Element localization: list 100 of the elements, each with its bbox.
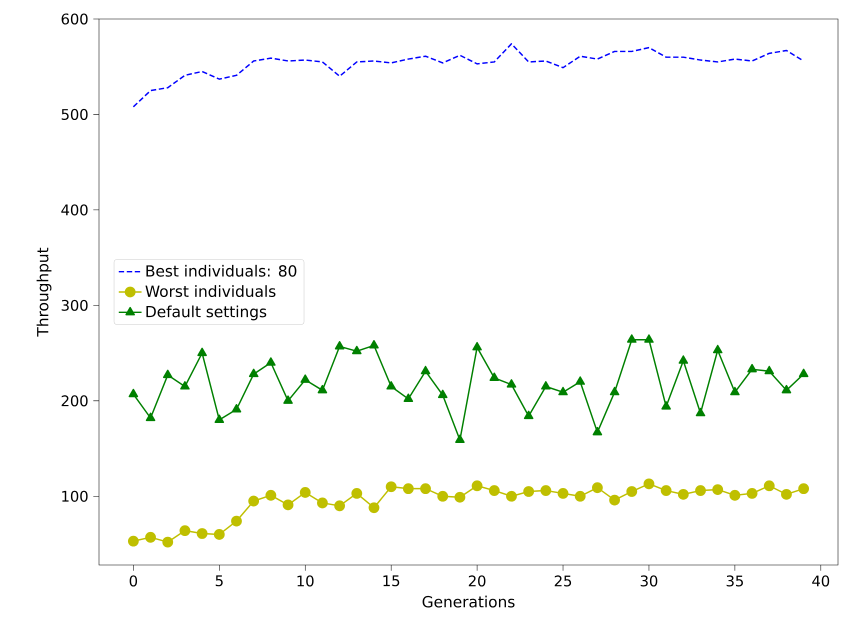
- point: [420, 366, 430, 374]
- point: [352, 346, 362, 354]
- point: [488, 485, 500, 496]
- y-tick-label: 500: [62, 108, 88, 120]
- point: [232, 404, 242, 412]
- point: [626, 334, 637, 343]
- legend-label: Worst individuals: [145, 285, 276, 298]
- point: [128, 388, 138, 398]
- point: [678, 355, 688, 364]
- point: [180, 525, 190, 536]
- point: [402, 483, 414, 494]
- y-tick-label: 600: [62, 13, 88, 25]
- x-tick-label: 15: [383, 575, 400, 586]
- point: [145, 532, 156, 543]
- x-tick-label: 25: [554, 575, 572, 586]
- point: [730, 386, 740, 396]
- point: [386, 381, 396, 390]
- y-tick-label: 300: [62, 300, 88, 311]
- point: [696, 408, 706, 416]
- point: [575, 376, 585, 385]
- legend-label: Default settings: [146, 305, 266, 320]
- point: [404, 394, 414, 402]
- point: [300, 374, 310, 383]
- point: [317, 498, 328, 508]
- point: [626, 486, 638, 497]
- point: [712, 344, 722, 354]
- point: [644, 334, 654, 343]
- point: [506, 490, 517, 502]
- point: [558, 386, 568, 396]
- x-axis-title: Generations: [422, 596, 515, 608]
- point: [660, 485, 672, 496]
- point: [782, 384, 792, 394]
- point: [437, 490, 448, 502]
- point: [146, 412, 156, 422]
- point: [695, 485, 706, 496]
- point: [592, 482, 603, 494]
- point: [524, 410, 534, 420]
- point: [610, 386, 620, 396]
- point: [438, 390, 448, 398]
- point: [472, 342, 482, 350]
- point: [523, 486, 534, 497]
- point: [472, 480, 482, 492]
- point: [764, 480, 775, 492]
- y-axis-title: Throughput: [36, 248, 52, 337]
- point: [283, 395, 293, 404]
- x-tick-label: 10: [298, 575, 314, 586]
- x-tick-label: 30: [640, 575, 658, 586]
- point: [574, 490, 586, 502]
- point: [609, 494, 620, 506]
- point: [644, 478, 654, 490]
- point: [747, 364, 757, 372]
- point: [781, 488, 792, 500]
- point: [248, 496, 260, 506]
- x-tick-label: 20: [468, 575, 486, 586]
- x-tick-label: 5: [216, 575, 223, 586]
- point: [506, 379, 516, 388]
- point: [541, 381, 551, 390]
- point: [420, 483, 431, 494]
- point: [351, 488, 362, 499]
- point: [197, 348, 207, 356]
- point: [334, 500, 346, 512]
- point: [266, 357, 276, 366]
- point: [455, 434, 465, 444]
- point: [265, 490, 276, 501]
- point: [746, 488, 758, 499]
- point: [248, 368, 258, 378]
- legend-label: Best individuals: 80: [146, 264, 296, 277]
- point: [712, 484, 724, 495]
- x-tick-label: 0: [130, 575, 138, 586]
- point: [214, 414, 224, 423]
- point: [798, 483, 810, 494]
- x-tick-label: 35: [726, 575, 743, 586]
- point: [454, 492, 466, 503]
- y-tick-label: 400: [61, 204, 88, 216]
- point: [128, 536, 139, 547]
- point: [318, 384, 328, 394]
- point: [334, 341, 344, 350]
- point: [162, 370, 173, 378]
- point: [282, 499, 294, 510]
- point: [300, 487, 311, 498]
- point: [592, 426, 602, 436]
- point: [162, 536, 174, 548]
- point: [764, 366, 774, 374]
- point: [231, 516, 242, 526]
- point: [798, 368, 808, 378]
- point: [386, 481, 397, 492]
- point: [540, 485, 552, 496]
- point: [214, 529, 225, 540]
- point: [661, 401, 671, 410]
- y-tick-label: 100: [62, 490, 88, 502]
- point: [369, 340, 379, 349]
- point: [196, 528, 208, 539]
- point: [368, 502, 380, 514]
- point: [729, 490, 740, 501]
- point: [180, 381, 190, 390]
- point: [678, 488, 689, 500]
- line-series: [132, 43, 804, 108]
- point: [490, 372, 500, 381]
- point: [558, 488, 568, 499]
- x-tick-label: 40: [812, 575, 830, 586]
